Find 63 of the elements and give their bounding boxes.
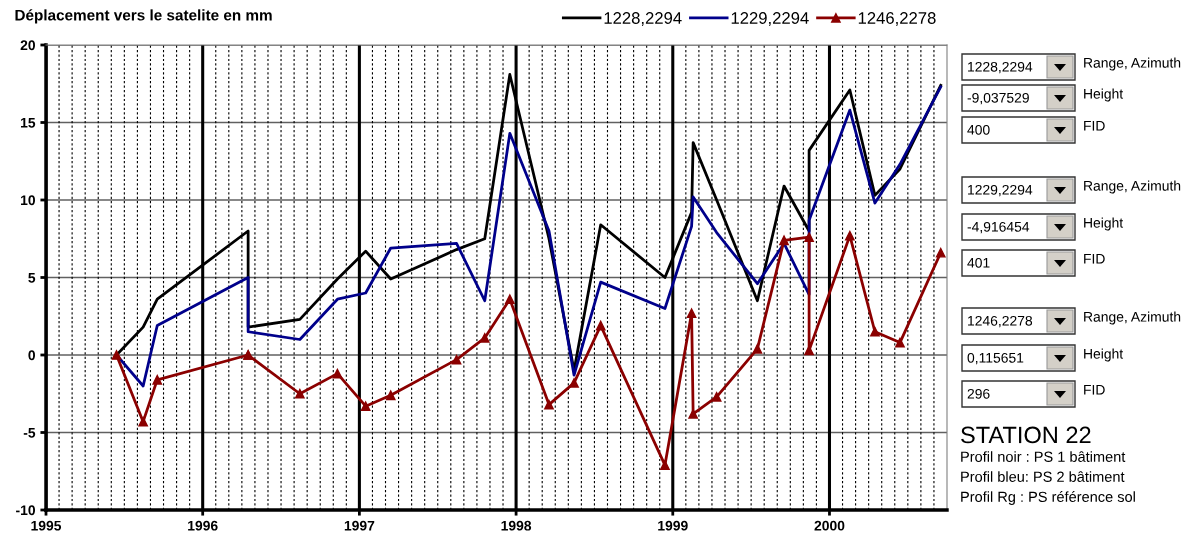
x-tick-label: 1997 [344, 520, 375, 531]
text: 400 [967, 124, 990, 135]
point [138, 416, 149, 427]
text: Height [1084, 348, 1124, 362]
point [569, 378, 579, 388]
text: 296 [967, 388, 990, 399]
x-tick-label: 1995 [31, 520, 62, 531]
point [152, 374, 163, 385]
legend-label: 1228,2294 [604, 12, 682, 26]
point [935, 247, 946, 258]
y-tick-label: 10 [21, 195, 36, 206]
y-tick-label: 5 [28, 272, 36, 283]
chart-title: Déplacement vers le satelite en mm [15, 9, 272, 24]
x-tick-label: 1999 [658, 520, 688, 531]
point [660, 460, 670, 470]
text: Profil bleu: PS 2 bâtiment [961, 471, 1125, 482]
point [870, 326, 880, 337]
text: FID [1084, 385, 1105, 395]
y-tick-label: -5 [23, 427, 36, 438]
y-tick-label: 20 [20, 40, 36, 51]
x-tick-label: 2000 [814, 520, 845, 531]
point [385, 390, 396, 401]
point [504, 294, 515, 305]
y-tick-label: 15 [21, 117, 36, 128]
text: Profil noir : PS 1 bâtiment [961, 451, 1126, 462]
point [332, 368, 343, 379]
legend-label: 1246,2278 [858, 12, 936, 26]
text: Height [1084, 217, 1124, 231]
legend-label: 1229,2294 [731, 12, 809, 26]
point [544, 399, 554, 410]
text: 0,115651 [967, 352, 1024, 365]
text: FID [1084, 121, 1105, 131]
text: Profil Rg : PS référence sol [961, 491, 1135, 505]
point [895, 337, 905, 348]
point [111, 350, 122, 360]
text: Height [1084, 88, 1124, 102]
point [360, 401, 371, 412]
point [779, 235, 789, 246]
point [844, 230, 855, 241]
text: STATION 22 [961, 426, 1091, 444]
text: -4,916454 [967, 221, 1030, 234]
point [711, 391, 722, 402]
x-tick-label: 1996 [188, 520, 218, 531]
y-tick-label: -10 [16, 505, 36, 516]
text: Range, Azimuth [1084, 57, 1181, 71]
text: Range, Azimuth [1084, 180, 1181, 194]
text: 1246,2278 [968, 315, 1033, 328]
point [804, 232, 814, 243]
point [595, 320, 606, 331]
point [294, 388, 305, 399]
text: FID [1084, 254, 1105, 264]
text: -9,037529 [967, 92, 1029, 105]
point [686, 308, 697, 319]
text: 401 [967, 257, 990, 268]
text: Range, Azimuth [1084, 311, 1181, 325]
text: 1229,2294 [968, 184, 1033, 197]
y-tick-label: 0 [28, 350, 36, 361]
point [451, 354, 462, 365]
text: 1228,2294 [968, 61, 1033, 74]
point [752, 343, 763, 354]
point [688, 409, 699, 419]
x-tick-label: 1998 [501, 520, 532, 531]
point [479, 333, 490, 343]
